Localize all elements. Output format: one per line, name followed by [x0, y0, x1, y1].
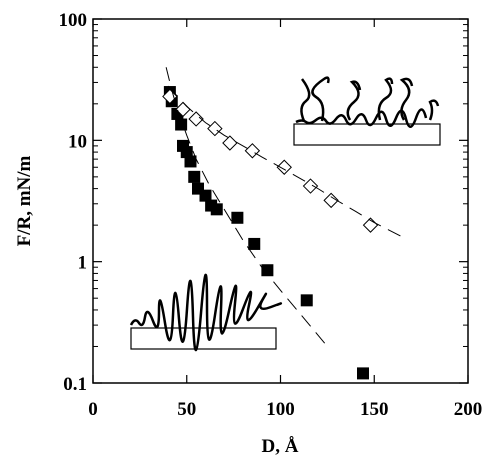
x-tick-label: 150	[360, 399, 389, 420]
fit-curve	[167, 85, 403, 238]
square-marker	[300, 294, 313, 307]
square-marker	[210, 203, 223, 216]
square-marker	[175, 118, 188, 131]
y-tick-label: 100	[59, 10, 88, 31]
diamond-marker	[244, 143, 261, 159]
diamond-marker	[323, 192, 339, 209]
x-tick-label: 50	[177, 399, 196, 420]
square-marker	[180, 146, 193, 159]
square-marker	[261, 264, 274, 277]
y-tick-label: 1	[78, 253, 88, 274]
fit-curve	[165, 67, 328, 347]
y-tick-label: 10	[68, 131, 87, 152]
diamond-marker	[302, 178, 319, 194]
diamond-marker	[207, 120, 223, 137]
square-marker	[188, 170, 201, 183]
diamond-marker	[222, 135, 238, 151]
x-tick-label: 200	[454, 399, 483, 420]
square-marker	[199, 189, 212, 202]
square-marker	[357, 367, 369, 380]
diamond-marker	[188, 111, 204, 127]
x-tick-label: 100	[266, 399, 295, 420]
x-axis-label: D, Å	[262, 436, 299, 457]
x-tick-label: 0	[88, 399, 98, 420]
diamond-marker	[162, 88, 178, 105]
y-axis-label: F/R, mN/m	[14, 155, 35, 246]
square-marker	[231, 211, 244, 224]
diamond-marker	[276, 159, 292, 175]
inset-collapsed	[129, 273, 283, 352]
square-marker	[184, 155, 197, 168]
y-tick-label: 0.1	[63, 374, 87, 395]
inset-extended	[293, 76, 441, 146]
square-marker	[248, 237, 261, 250]
